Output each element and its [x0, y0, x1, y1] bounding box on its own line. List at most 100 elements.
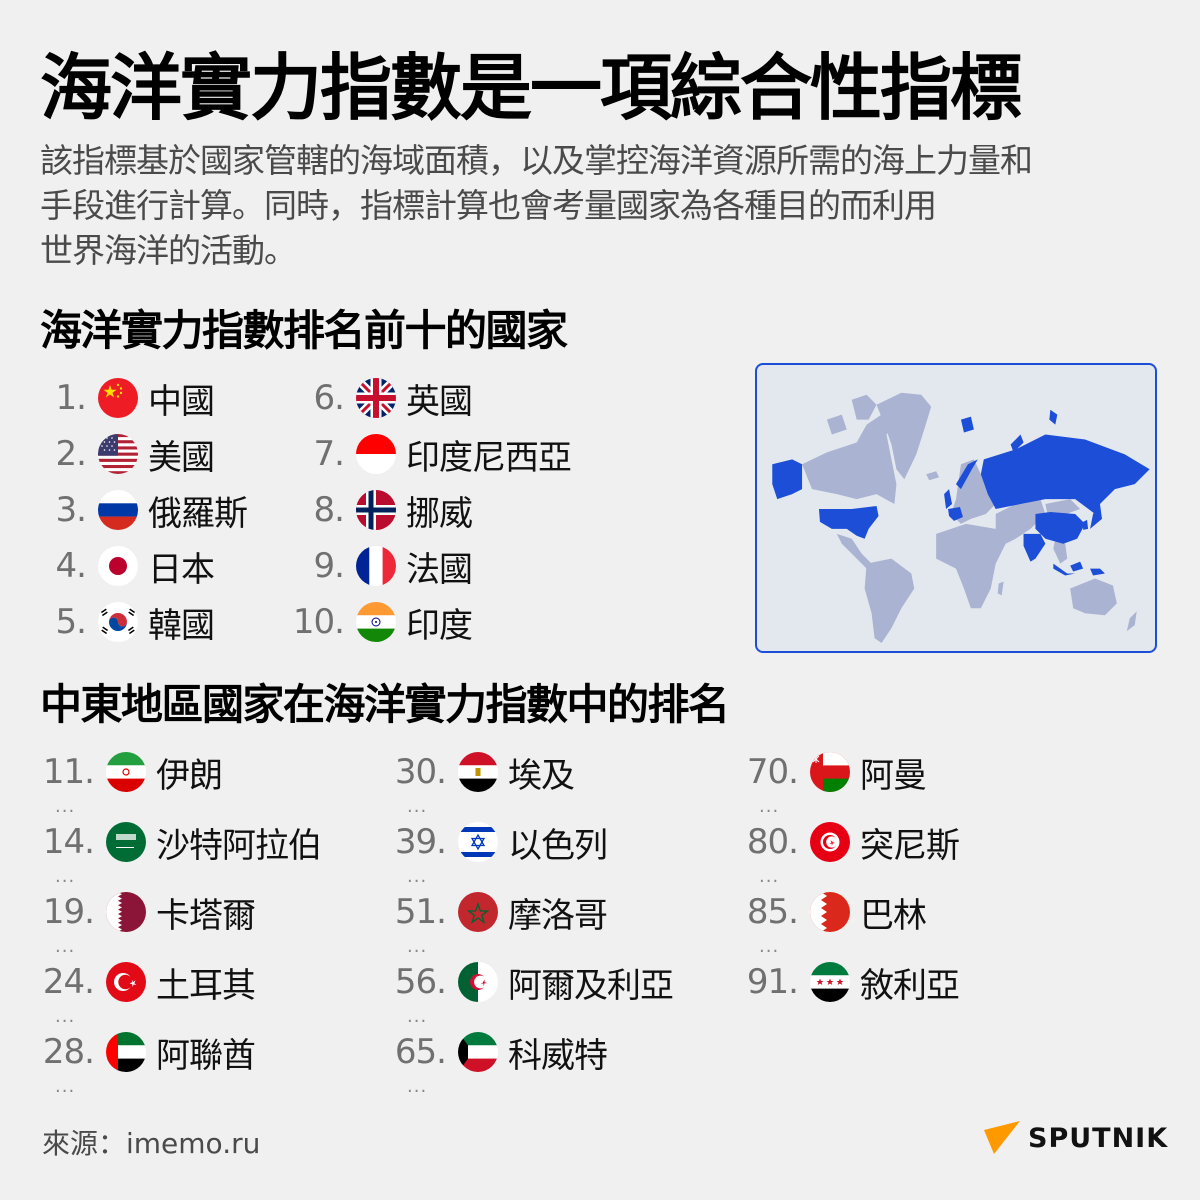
country-name: 巴林	[860, 895, 927, 936]
ranking-item: 10. 印度	[290, 600, 473, 646]
rank-number: 56.	[394, 962, 447, 1002]
ranking-item: 11. 伊朗	[40, 750, 223, 796]
ellipsis-separator: ...	[407, 866, 428, 887]
ranking-item: 5. 韓國	[40, 600, 215, 646]
subtitle-line: 手段進行計算。同時，指標計算也會考量國家為各種目的而利用	[40, 186, 937, 225]
indonesia-flag-icon	[356, 434, 396, 474]
usa-flag-icon	[98, 434, 138, 474]
algeria-flag-icon	[458, 962, 498, 1002]
south-korea-flag-icon	[98, 602, 138, 642]
subtitle-line: 世界海洋的活動。	[40, 231, 297, 270]
ranking-item: 70. 阿曼	[744, 750, 927, 796]
country-name: 以色列	[508, 825, 608, 866]
india-flag-icon	[356, 602, 396, 642]
country-name: 韓國	[148, 605, 215, 646]
rank-number: 3.	[55, 490, 87, 530]
ranking-item: 30. 埃及	[392, 750, 575, 796]
qatar-flag-icon	[106, 892, 146, 932]
ellipsis-separator: ...	[55, 1076, 76, 1097]
rank-number: 9.	[313, 546, 345, 586]
country-name: 中國	[148, 381, 215, 422]
country-name: 埃及	[508, 755, 575, 796]
ellipsis-separator: ...	[759, 936, 780, 957]
oman-flag-icon	[810, 752, 850, 792]
kuwait-flag-icon	[458, 1032, 498, 1072]
ranking-item: 4. 日本	[40, 544, 215, 590]
rank-number: 91.	[746, 962, 799, 1002]
ellipsis-separator: ...	[55, 1006, 76, 1027]
country-name: 摩洛哥	[508, 895, 608, 936]
country-name: 伊朗	[156, 755, 223, 796]
morocco-flag-icon	[458, 892, 498, 932]
ellipsis-separator: ...	[55, 796, 76, 817]
ellipsis-separator: ...	[407, 1076, 428, 1097]
ranking-item: 14. 沙特阿拉伯	[40, 820, 322, 866]
page-subtitle: 該指標基於國家管轄的海域面積，以及掌控海洋資源所需的海上力量和 手段進行計算。同…	[40, 138, 1170, 273]
country-name: 沙特阿拉伯	[156, 825, 322, 866]
rank-number: 80.	[746, 822, 799, 862]
world-map-graphic	[772, 392, 1150, 644]
syria-flag-icon	[810, 962, 850, 1002]
sputnik-arrow-icon	[984, 1121, 1020, 1154]
country-name: 卡塔爾	[156, 895, 256, 936]
rank-number: 10.	[292, 602, 345, 642]
israel-flag-icon	[458, 822, 498, 862]
russia-flag-icon	[98, 490, 138, 530]
ranking-item: 2. 美國	[40, 432, 215, 478]
ranking-item: 51. 摩洛哥	[392, 890, 608, 936]
japan-flag-icon	[98, 546, 138, 586]
country-name: 印度	[406, 605, 473, 646]
ellipsis-separator: ...	[407, 936, 428, 957]
ranking-item: 91. 敘利亞	[744, 960, 960, 1006]
rank-number: 19.	[42, 892, 95, 932]
uk-flag-icon	[356, 378, 396, 418]
country-name: 阿聯酋	[156, 1035, 256, 1076]
country-name: 挪威	[406, 493, 473, 534]
world-map	[755, 363, 1157, 653]
rank-number: 14.	[42, 822, 95, 862]
ranking-item: 7. 印度尼西亞	[290, 432, 572, 478]
ranking-item: 28. 阿聯酋	[40, 1030, 256, 1076]
country-name: 阿曼	[860, 755, 927, 796]
rank-number: 1.	[55, 378, 87, 418]
rank-number: 11.	[42, 752, 95, 792]
rank-number: 7.	[313, 434, 345, 474]
rank-number: 70.	[746, 752, 799, 792]
rank-number: 24.	[42, 962, 95, 1002]
rank-number: 6.	[313, 378, 345, 418]
country-name: 美國	[148, 437, 215, 478]
rank-number: 8.	[313, 490, 345, 530]
ranking-item: 56. 阿爾及利亞	[392, 960, 674, 1006]
ranking-item: 9. 法國	[290, 544, 473, 590]
source-credit: 來源：imemo.ru	[42, 1127, 261, 1160]
sputnik-logo[interactable]: SPUTNIK	[982, 1120, 1168, 1156]
top10-section-title: 海洋實力指數排名前十的國家	[40, 306, 568, 355]
ellipsis-separator: ...	[407, 796, 428, 817]
country-name: 日本	[148, 549, 215, 590]
ranking-item: 39. 以色列	[392, 820, 608, 866]
ellipsis-separator: ...	[407, 1006, 428, 1027]
country-name: 土耳其	[156, 965, 256, 1006]
ranking-item: 8. 挪威	[290, 488, 473, 534]
egypt-flag-icon	[458, 752, 498, 792]
rank-number: 28.	[42, 1032, 95, 1072]
france-flag-icon	[356, 546, 396, 586]
country-name: 英國	[406, 381, 473, 422]
ellipsis-separator: ...	[55, 866, 76, 887]
rank-number: 39.	[394, 822, 447, 862]
rank-number: 2.	[55, 434, 87, 474]
country-name: 印度尼西亞	[406, 437, 572, 478]
tunisia-flag-icon	[810, 822, 850, 862]
ranking-item: 80. 突尼斯	[744, 820, 960, 866]
brand-name: SPUTNIK	[1028, 1122, 1169, 1154]
iran-flag-icon	[106, 752, 146, 792]
norway-flag-icon	[356, 490, 396, 530]
saudi-arabia-flag-icon	[106, 822, 146, 862]
middle-east-section-title: 中東地區國家在海洋實力指數中的排名	[40, 680, 730, 729]
country-name: 科威特	[508, 1035, 608, 1076]
ellipsis-separator: ...	[55, 936, 76, 957]
rank-number: 5.	[55, 602, 87, 642]
ranking-item: 1. 中國	[40, 376, 215, 422]
turkey-flag-icon	[106, 962, 146, 1002]
rank-number: 65.	[394, 1032, 447, 1072]
